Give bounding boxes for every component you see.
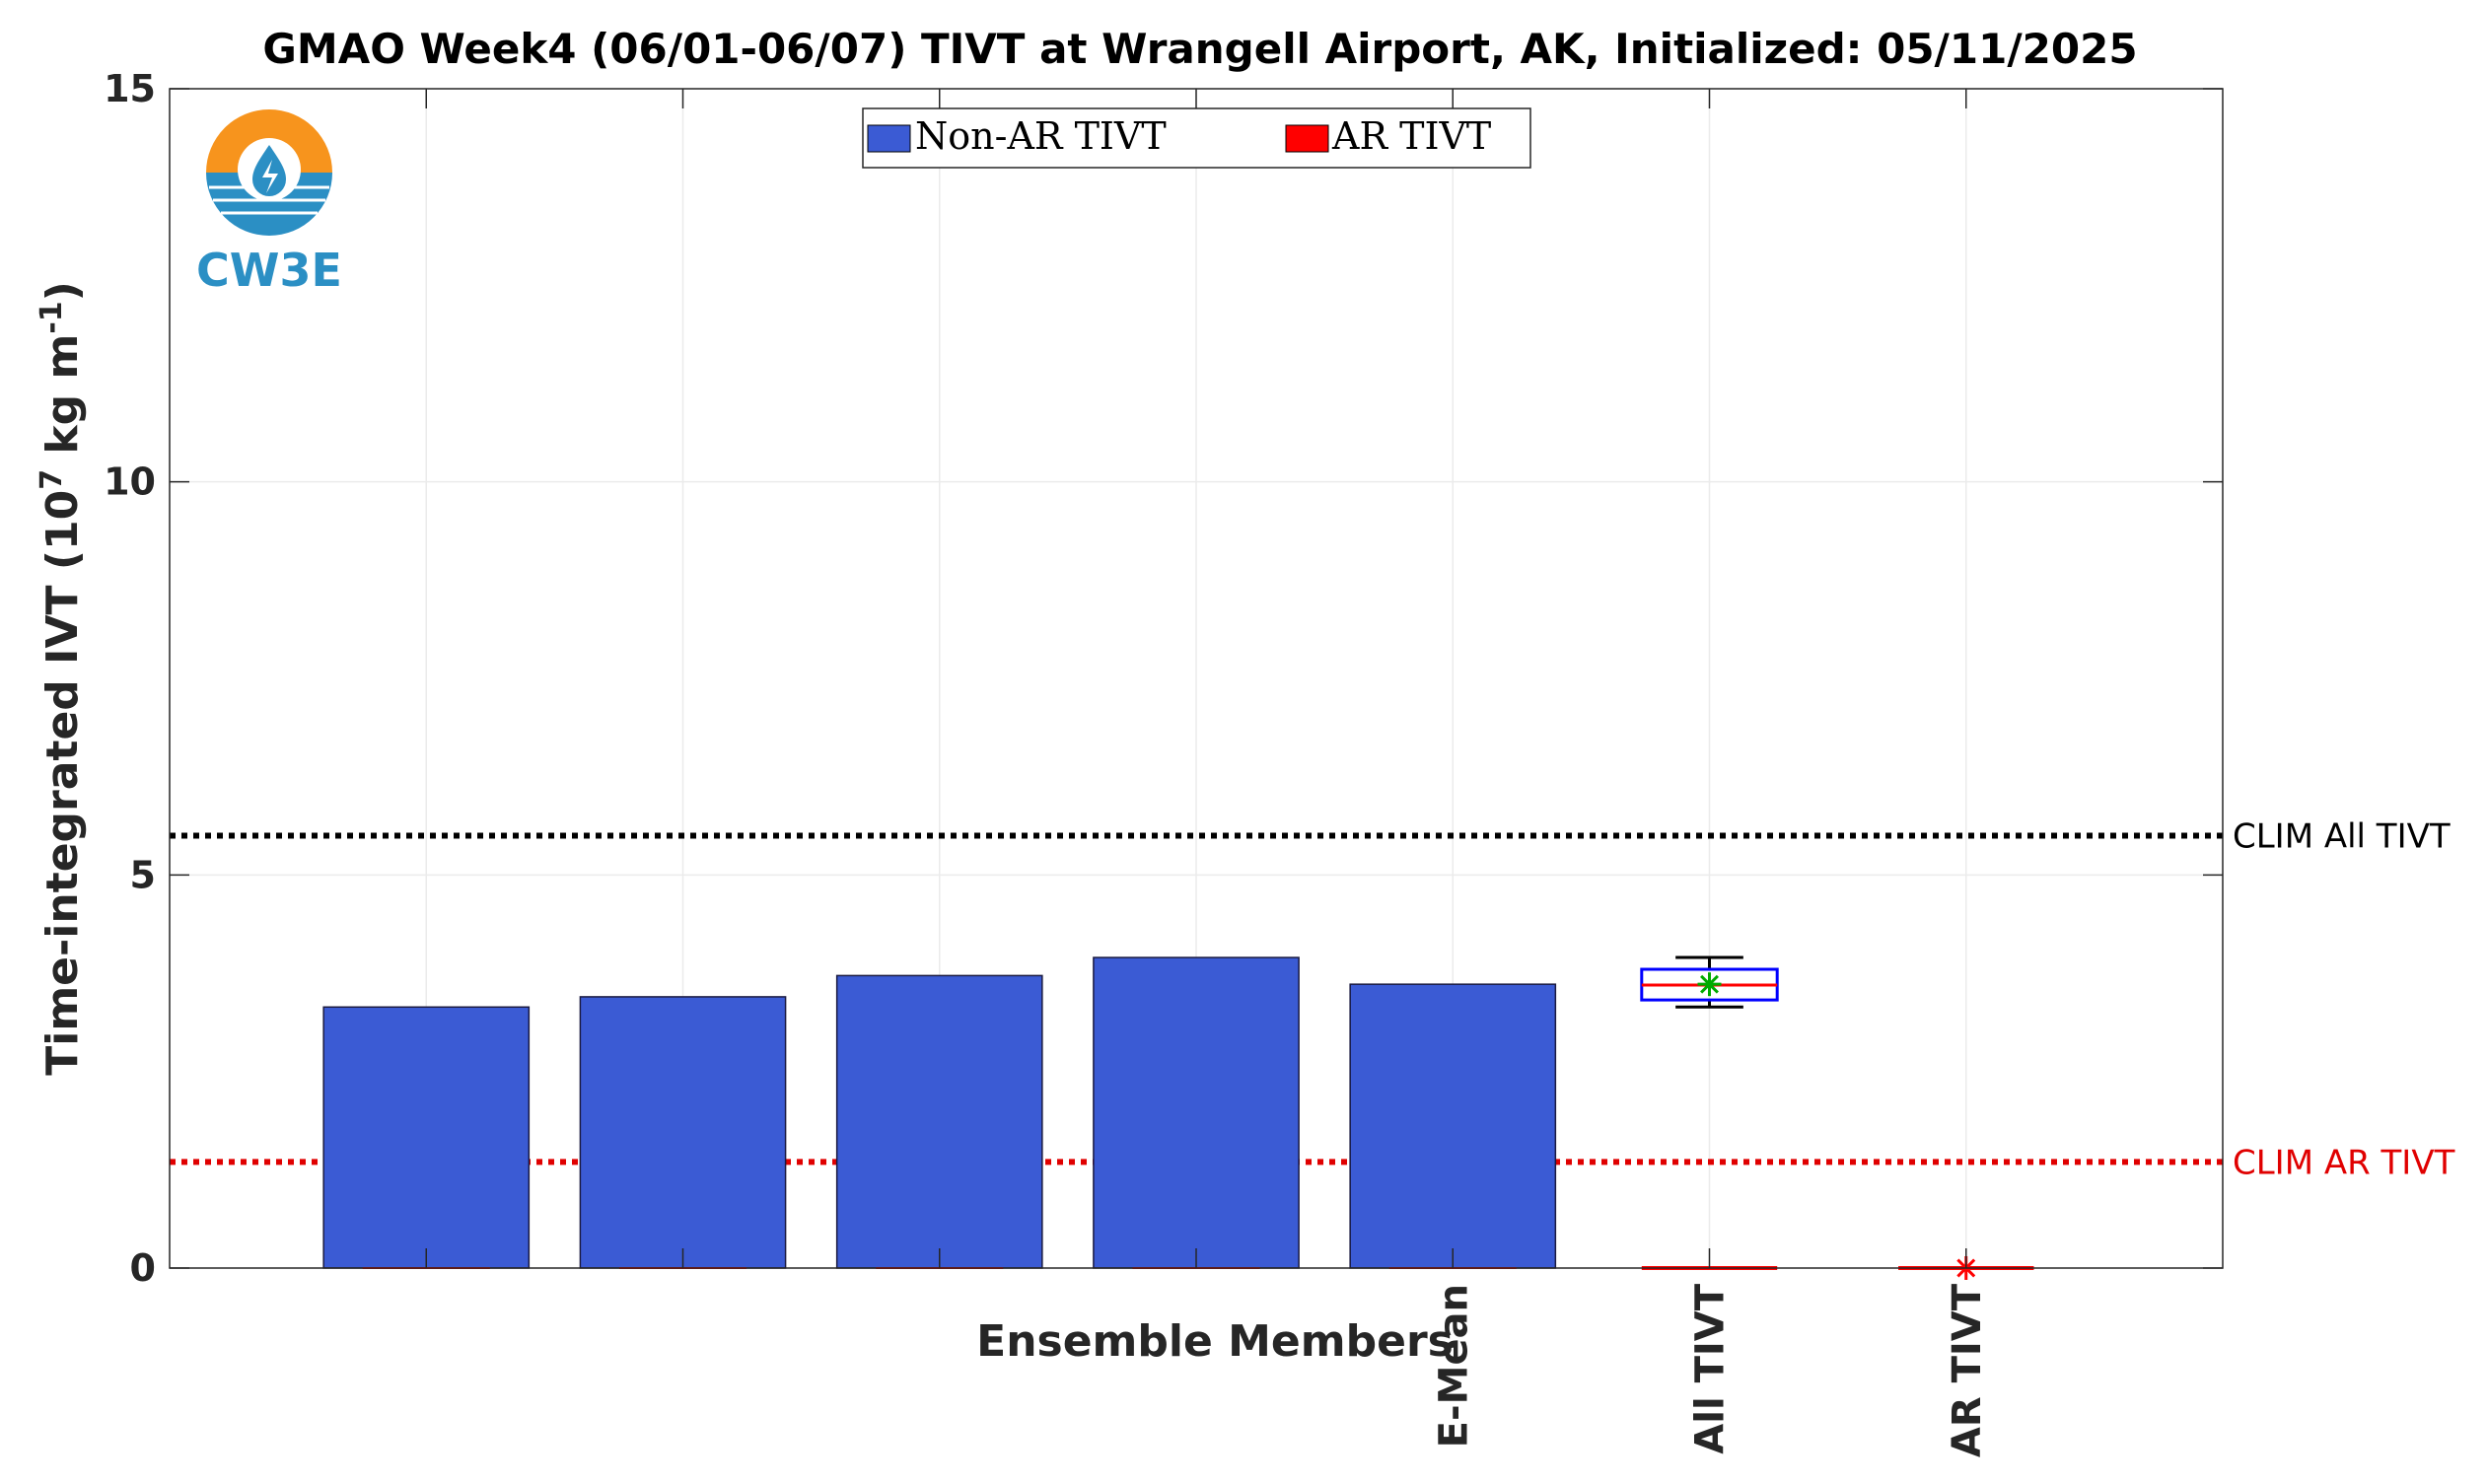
y-tick-label: 10	[104, 460, 156, 504]
y-axis-label: Time-integrated IVT (107 kg m-1)	[35, 281, 88, 1076]
legend-swatch-non-ar	[867, 124, 911, 153]
x-tick-label: AR TIVT	[1945, 1283, 1990, 1457]
bar-non-ar	[1349, 983, 1557, 1269]
bars	[322, 956, 1557, 1269]
x-axis-label: Ensemble Members	[976, 1316, 1454, 1367]
cw3e-logo: CW3E	[196, 109, 342, 297]
y-tick-label: 0	[130, 1246, 156, 1290]
bar-non-ar	[579, 996, 787, 1269]
x-ticks: E-Mean All TIVT AR TIVT	[425, 89, 1990, 1457]
reference-line-label: CLIM All TIVT	[2233, 816, 2451, 856]
y-tick-label: 5	[130, 853, 156, 896]
x-tick-label: All TIVT	[1688, 1283, 1734, 1453]
logo-drop-icon	[252, 145, 286, 196]
logo-text: CW3E	[196, 244, 342, 297]
mean-stroke	[1700, 974, 1719, 994]
reference-line-label: CLIM AR TIVT	[2233, 1143, 2455, 1182]
logo-bolt-icon	[262, 160, 278, 193]
chart-title: GMAO Week4 (06/01-06/07) TIVT at Wrangel…	[262, 25, 2137, 73]
y-tick-label: 15	[104, 67, 156, 110]
bar-non-ar	[322, 1006, 531, 1269]
y-ticks: 0 5 10 15	[104, 67, 2223, 1290]
bar-non-ar	[1093, 956, 1300, 1269]
bar-non-ar	[835, 974, 1043, 1269]
legend: Non-AR TIVT AR TIVT	[862, 107, 1531, 169]
legend-swatch-ar	[1285, 124, 1329, 153]
box-mean-marker	[1697, 972, 1722, 997]
reference-lines: CLIM All TIVT CLIM AR TIVT	[170, 816, 2455, 1182]
legend-label-ar: AR TIVT	[1331, 114, 1491, 158]
legend-label-non-ar: Non-AR TIVT	[915, 114, 1167, 158]
legend-box	[862, 107, 1531, 169]
x-tick-label: E-Mean	[1431, 1284, 1476, 1448]
